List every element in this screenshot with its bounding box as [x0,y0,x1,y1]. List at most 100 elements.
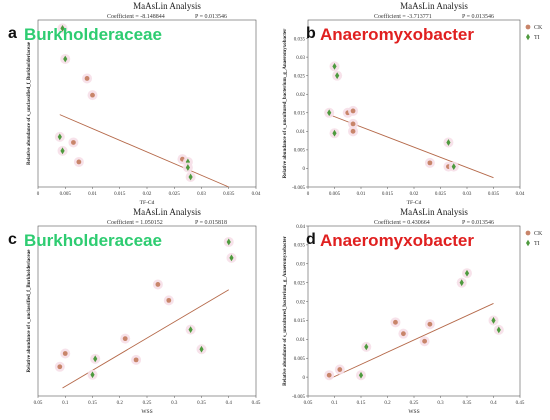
plot-frame [37,225,257,397]
x-tick-label: 0.4 [226,401,233,406]
x-axis-label: TF-Cd [140,200,155,206]
point-ck [350,128,356,134]
legend-marker-ck [525,24,531,30]
point-ti [358,371,364,379]
y-tick-label: 0.01 [296,338,305,343]
point-ti [464,269,470,277]
point-ti [327,109,332,117]
x-tick-label: 0.2 [117,401,124,406]
point-ck [401,331,406,337]
x-tick-label: 0.005 [60,192,72,197]
y-tick-label: 0.005 [294,357,306,362]
point-ti [364,343,369,351]
x-tick-label: 0.03 [197,192,206,197]
x-tick-label: 0.025 [169,192,181,197]
point-ck [71,140,76,145]
x-tick-label: 0.05 [304,401,313,406]
x-tick-label: 0.25 [410,401,419,406]
legend-label: CK [534,25,543,31]
p-value-text: P = 0.013546 [462,220,494,226]
point-ck [133,357,139,363]
legend-label: TI [534,35,540,41]
panel-letter: b [306,25,316,42]
x-tick-label: 0.2 [384,401,391,406]
point-ck [57,364,63,370]
coefficient-text: Coefficient = -8.148844 [107,13,165,20]
point-ti [226,238,231,246]
y-tick-label: 0.015 [294,319,306,324]
x-tick-label: 0.04 [516,192,525,197]
point-ti [332,129,337,137]
point-ck [326,372,332,378]
point-ck [122,336,128,342]
y-tick-label: -0.005 [292,186,305,191]
regression-line [59,114,229,188]
plot-frame [37,19,257,188]
x-tick-label: 0.15 [357,401,366,406]
y-axis-label: Relative abundance of s_unclassified_f_B… [27,41,32,165]
point-ti [199,345,204,353]
point-ti [185,164,190,171]
x-tick-label: 0.04 [252,192,261,197]
point-ck [422,338,427,344]
legend-label: CK [534,231,543,237]
x-axis-label: WSS [408,409,419,415]
point-ti [459,279,464,287]
point-ck [62,351,68,356]
x-axis-label: WSS [141,409,152,415]
y-tick-label: 0.015 [294,112,306,117]
point-ti [446,139,451,146]
x-tick-label: 0.3 [171,401,178,406]
point-ck [166,297,172,303]
y-tick-label: -0.005 [292,395,305,400]
x-tick-label: 0.45 [516,401,525,406]
x-tick-label: 0.03 [463,192,472,197]
point-ti [188,326,193,333]
x-tick-label: 0.015 [382,192,394,197]
p-value-text: P = 0.013546 [462,14,494,20]
y-tick-label: 0 [303,376,306,381]
x-tick-label: 0.1 [331,401,338,406]
y-tick-label: 0 [303,167,306,172]
point-ti [60,147,65,155]
point-ck [84,76,90,81]
x-axis-label: TF-Cd [407,200,422,206]
x-tick-label: 0.01 [357,192,366,197]
y-tick-label: 0.03 [296,56,305,61]
panel-d: MaAsLin Analysis Coefficient = 0.430664 P … [283,207,543,415]
y-tick-label: 0.03 [296,263,305,268]
x-tick-label: 0.1 [62,401,69,406]
y-tick-label: 0.035 [294,244,306,249]
taxon-label: Burkholderaceae [24,231,162,250]
taxon-label: Anaeromyxobacter [320,25,474,44]
point-ti [185,158,190,166]
x-tick-label: 0.035 [488,192,500,197]
x-tick-label: 0.15 [88,401,97,406]
point-ck [337,367,343,372]
x-tick-label: 0 [307,192,310,197]
x-tick-label: 0.035 [223,192,235,197]
x-tick-label: 0.015 [114,192,126,197]
taxon-label: Burkholderaceae [24,25,162,44]
legend-label: TI [534,241,540,247]
x-tick-label: 0.35 [463,401,472,406]
point-ti [496,326,501,334]
y-axis-label: Relative abundance of s_unclassified_f_B… [27,249,32,373]
point-ck [427,321,433,327]
y-tick-label: 0.025 [294,281,306,286]
x-tick-label: 0.45 [252,401,261,406]
point-ti [451,163,456,170]
y-tick-label: 0.005 [294,149,306,154]
point-ck [350,108,356,114]
coefficient-text: Coefficient = 1.050152 [107,219,163,226]
point-ti [188,173,193,181]
point-ck [427,160,433,166]
plot-frame [307,19,521,188]
y-tick-label: 0.035 [294,37,306,42]
x-tick-label: 0.4 [490,401,497,406]
taxon-label: Anaeromyxobacter [320,231,474,250]
panel-title: MaAsLin Analysis [400,207,468,217]
point-ck [90,92,95,98]
y-tick-label: 0.02 [296,93,305,98]
point-ti [57,133,62,141]
